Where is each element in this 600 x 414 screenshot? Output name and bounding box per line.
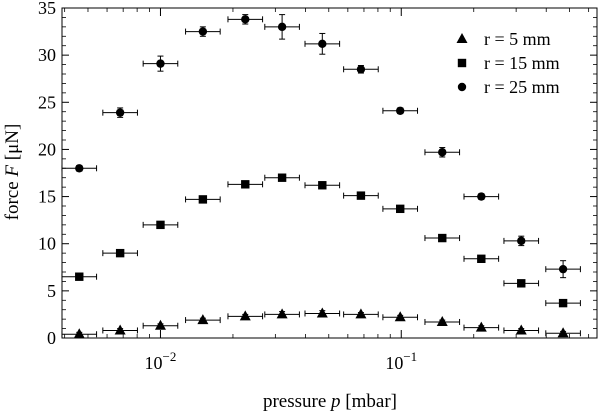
legend-label: r = 5 mm xyxy=(484,29,551,49)
data-point xyxy=(156,59,165,68)
y-tick-label: 25 xyxy=(38,92,56,112)
y-tick-label: 10 xyxy=(38,234,56,254)
series-triangle xyxy=(61,307,581,339)
data-point xyxy=(198,27,208,36)
data-point xyxy=(477,192,486,201)
data-point xyxy=(394,311,406,322)
data-point xyxy=(356,65,366,74)
data-point xyxy=(438,148,447,157)
legend: r = 5 mm r = 15 mm r = 25 mm xyxy=(456,29,560,97)
data-point xyxy=(558,264,568,274)
y-axis: 0 5 10 15 20 25 30 35 xyxy=(38,0,597,348)
data-point xyxy=(115,108,125,117)
x-axis-title: pressure p [mbar] xyxy=(263,391,397,412)
data-point xyxy=(318,181,327,190)
y-axis-title: force F [μN] xyxy=(2,124,23,221)
y-tick-label: 20 xyxy=(38,139,56,159)
data-point xyxy=(557,327,569,338)
data-point xyxy=(477,254,486,263)
data-point xyxy=(316,307,328,318)
data-point xyxy=(75,272,84,281)
data-point xyxy=(115,248,125,258)
legend-marker-circle xyxy=(457,82,467,92)
data-point xyxy=(276,308,288,319)
data-point xyxy=(73,328,85,339)
legend-label: r = 15 mm xyxy=(484,53,560,73)
plot-border xyxy=(61,7,598,339)
legend-marker-triangle xyxy=(456,33,468,43)
data-point xyxy=(241,180,250,189)
data-point xyxy=(396,106,405,115)
data-point xyxy=(318,39,327,49)
data-point xyxy=(156,220,165,230)
y-tick-label: 35 xyxy=(38,0,56,18)
data-point xyxy=(396,204,405,214)
y-tick-label: 15 xyxy=(38,187,56,207)
data-point xyxy=(515,324,527,335)
data-point xyxy=(517,279,526,288)
plot-frame xyxy=(61,7,598,339)
data-point xyxy=(475,321,487,332)
x-tick-label: 10−1 xyxy=(385,349,417,373)
y-tick-label: 30 xyxy=(38,45,56,65)
x-axis: 10−2 10−1 xyxy=(64,8,590,373)
data-point xyxy=(239,310,251,321)
data-point xyxy=(114,324,126,335)
series-circle xyxy=(61,14,581,279)
data-point xyxy=(198,195,208,204)
y-tick-label: 5 xyxy=(47,281,56,301)
data-point xyxy=(277,173,287,182)
series-square xyxy=(61,173,581,308)
data-point xyxy=(277,22,287,32)
data-point xyxy=(154,319,166,330)
data-point xyxy=(197,314,209,325)
data-layer xyxy=(61,14,581,339)
data-point xyxy=(558,298,568,308)
data-point xyxy=(436,315,448,326)
data-point xyxy=(241,15,250,24)
data-point xyxy=(438,233,447,243)
legend-label: r = 25 mm xyxy=(484,77,560,97)
data-point xyxy=(75,164,84,173)
data-point xyxy=(355,308,367,319)
legend-marker-square xyxy=(457,58,467,68)
x-tick-label: 10−2 xyxy=(145,349,177,373)
data-point xyxy=(356,191,366,200)
y-tick-label: 0 xyxy=(47,328,56,348)
data-point xyxy=(517,236,526,246)
